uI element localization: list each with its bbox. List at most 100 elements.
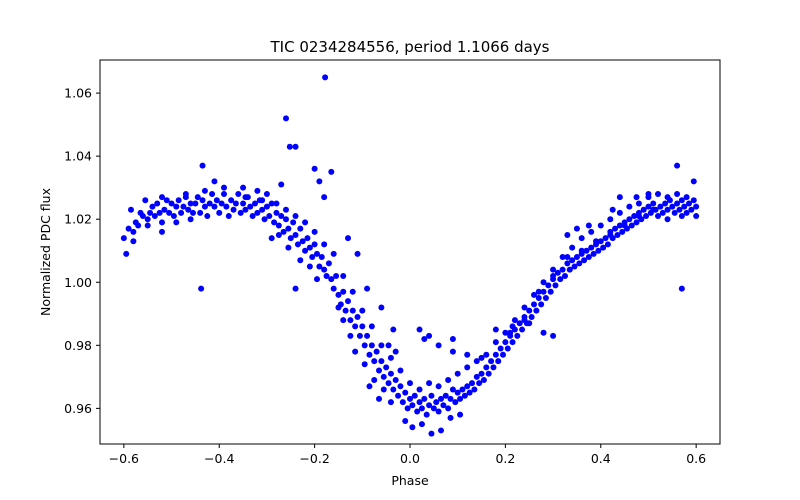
data-point <box>321 194 328 201</box>
data-point <box>390 326 397 333</box>
x-axis-label: Phase <box>391 473 429 488</box>
data-point <box>447 395 454 402</box>
data-point <box>683 194 690 201</box>
data-point <box>421 395 428 402</box>
data-point <box>607 231 614 238</box>
data-point <box>323 272 330 279</box>
data-point <box>438 427 444 434</box>
data-point <box>397 383 404 390</box>
data-point <box>290 219 297 226</box>
data-point <box>378 358 385 365</box>
data-point <box>354 313 361 320</box>
data-point <box>218 200 225 207</box>
data-point <box>452 399 459 406</box>
data-point <box>325 260 332 267</box>
data-point <box>664 206 671 213</box>
data-point <box>371 358 378 365</box>
data-point <box>254 209 261 216</box>
data-point <box>397 367 404 374</box>
data-point <box>223 203 230 210</box>
data-point <box>345 235 351 242</box>
data-point <box>292 231 299 238</box>
data-point <box>211 203 218 210</box>
chart-title: TIC 0234284556, period 1.1066 days <box>269 38 549 56</box>
data-point <box>328 276 335 283</box>
data-point <box>426 402 433 409</box>
data-point <box>688 206 695 213</box>
data-point <box>628 222 635 229</box>
data-point <box>423 411 430 418</box>
data-point <box>693 213 700 220</box>
data-point <box>359 323 366 330</box>
data-point <box>557 276 564 283</box>
data-point <box>428 392 435 399</box>
data-point <box>433 399 440 406</box>
data-point <box>597 222 604 229</box>
data-point <box>237 209 244 216</box>
data-point <box>232 200 239 207</box>
data-point <box>364 285 371 292</box>
data-point <box>192 200 199 207</box>
data-point <box>483 364 490 371</box>
data-point <box>209 190 216 197</box>
data-point <box>442 392 449 399</box>
data-point <box>504 345 511 352</box>
data-point <box>578 247 585 254</box>
data-point <box>488 358 495 365</box>
data-point <box>306 263 313 270</box>
data-point <box>480 377 487 383</box>
data-point <box>366 351 373 358</box>
x-tick-label: 0.2 <box>495 451 515 466</box>
data-point <box>340 317 347 324</box>
data-point <box>407 395 413 402</box>
data-point <box>693 203 700 210</box>
data-point <box>533 307 540 314</box>
data-point <box>454 389 461 396</box>
data-point <box>566 266 573 273</box>
data-point <box>645 203 652 210</box>
data-point <box>380 373 387 380</box>
data-point <box>159 228 165 235</box>
data-point <box>409 424 416 431</box>
data-point <box>347 332 354 339</box>
data-point <box>328 168 335 175</box>
data-point <box>309 254 316 261</box>
data-point <box>502 329 509 336</box>
data-point <box>650 200 657 207</box>
data-point <box>531 301 537 308</box>
data-point <box>385 342 392 349</box>
data-point <box>492 339 499 346</box>
y-tick-label: 1.04 <box>64 149 92 164</box>
x-tick-label: 0.6 <box>686 451 706 466</box>
data-point <box>511 317 518 324</box>
data-point <box>199 162 206 169</box>
data-point <box>154 200 161 207</box>
data-point <box>376 395 382 402</box>
data-point <box>211 178 218 185</box>
data-point <box>674 200 681 207</box>
data-point <box>144 222 151 229</box>
data-point <box>428 430 435 437</box>
data-point <box>392 377 399 383</box>
data-point <box>411 392 418 399</box>
data-point <box>407 380 413 387</box>
data-point <box>676 206 683 213</box>
data-point <box>669 203 676 210</box>
data-point <box>259 197 266 204</box>
data-point <box>521 317 528 324</box>
data-point <box>426 332 433 339</box>
data-point <box>292 213 299 220</box>
data-point <box>247 203 254 210</box>
x-tick-label: −0.6 <box>109 451 139 466</box>
y-axis-label: Normalized PDC flux <box>38 188 53 316</box>
data-point <box>225 213 232 220</box>
x-tick-label: 0.0 <box>400 451 420 466</box>
data-point <box>435 383 442 390</box>
data-point <box>438 395 444 402</box>
data-point <box>678 285 685 292</box>
data-point <box>464 364 471 371</box>
data-point <box>361 361 368 368</box>
data-point <box>469 380 475 387</box>
data-point <box>521 304 528 311</box>
data-point <box>550 332 557 339</box>
